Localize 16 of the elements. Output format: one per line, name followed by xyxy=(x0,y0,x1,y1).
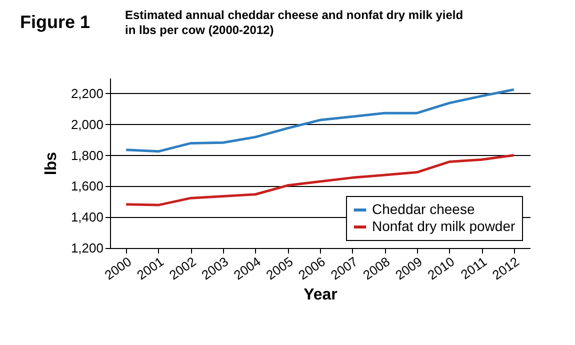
legend-label: Nonfat dry milk powder xyxy=(372,218,516,234)
caption: Figure 1 xyxy=(20,12,90,32)
text: Estimated annual cheddar cheese and nonfat dry milk yield xyxy=(125,8,464,22)
y-tick-label: 1,800 xyxy=(70,148,104,163)
y-tick-label: 2,000 xyxy=(70,116,104,132)
y-tick-label: 1,400 xyxy=(70,210,104,225)
text: in lbs per cow (2000-2012) xyxy=(125,23,274,37)
x-axis-title: Year xyxy=(304,286,338,304)
y-tick-label: 1,200 xyxy=(70,240,104,256)
y-tick-label: 2,200 xyxy=(70,86,104,101)
y-tick-label: 1,600 xyxy=(70,178,104,194)
y-axis-title: lbs xyxy=(42,152,60,176)
x-tick-label: 2011 xyxy=(458,254,490,282)
x-tick-label: 2001 xyxy=(134,254,166,283)
legend-label: Cheddar cheese xyxy=(372,201,475,217)
line-series xyxy=(124,88,516,153)
